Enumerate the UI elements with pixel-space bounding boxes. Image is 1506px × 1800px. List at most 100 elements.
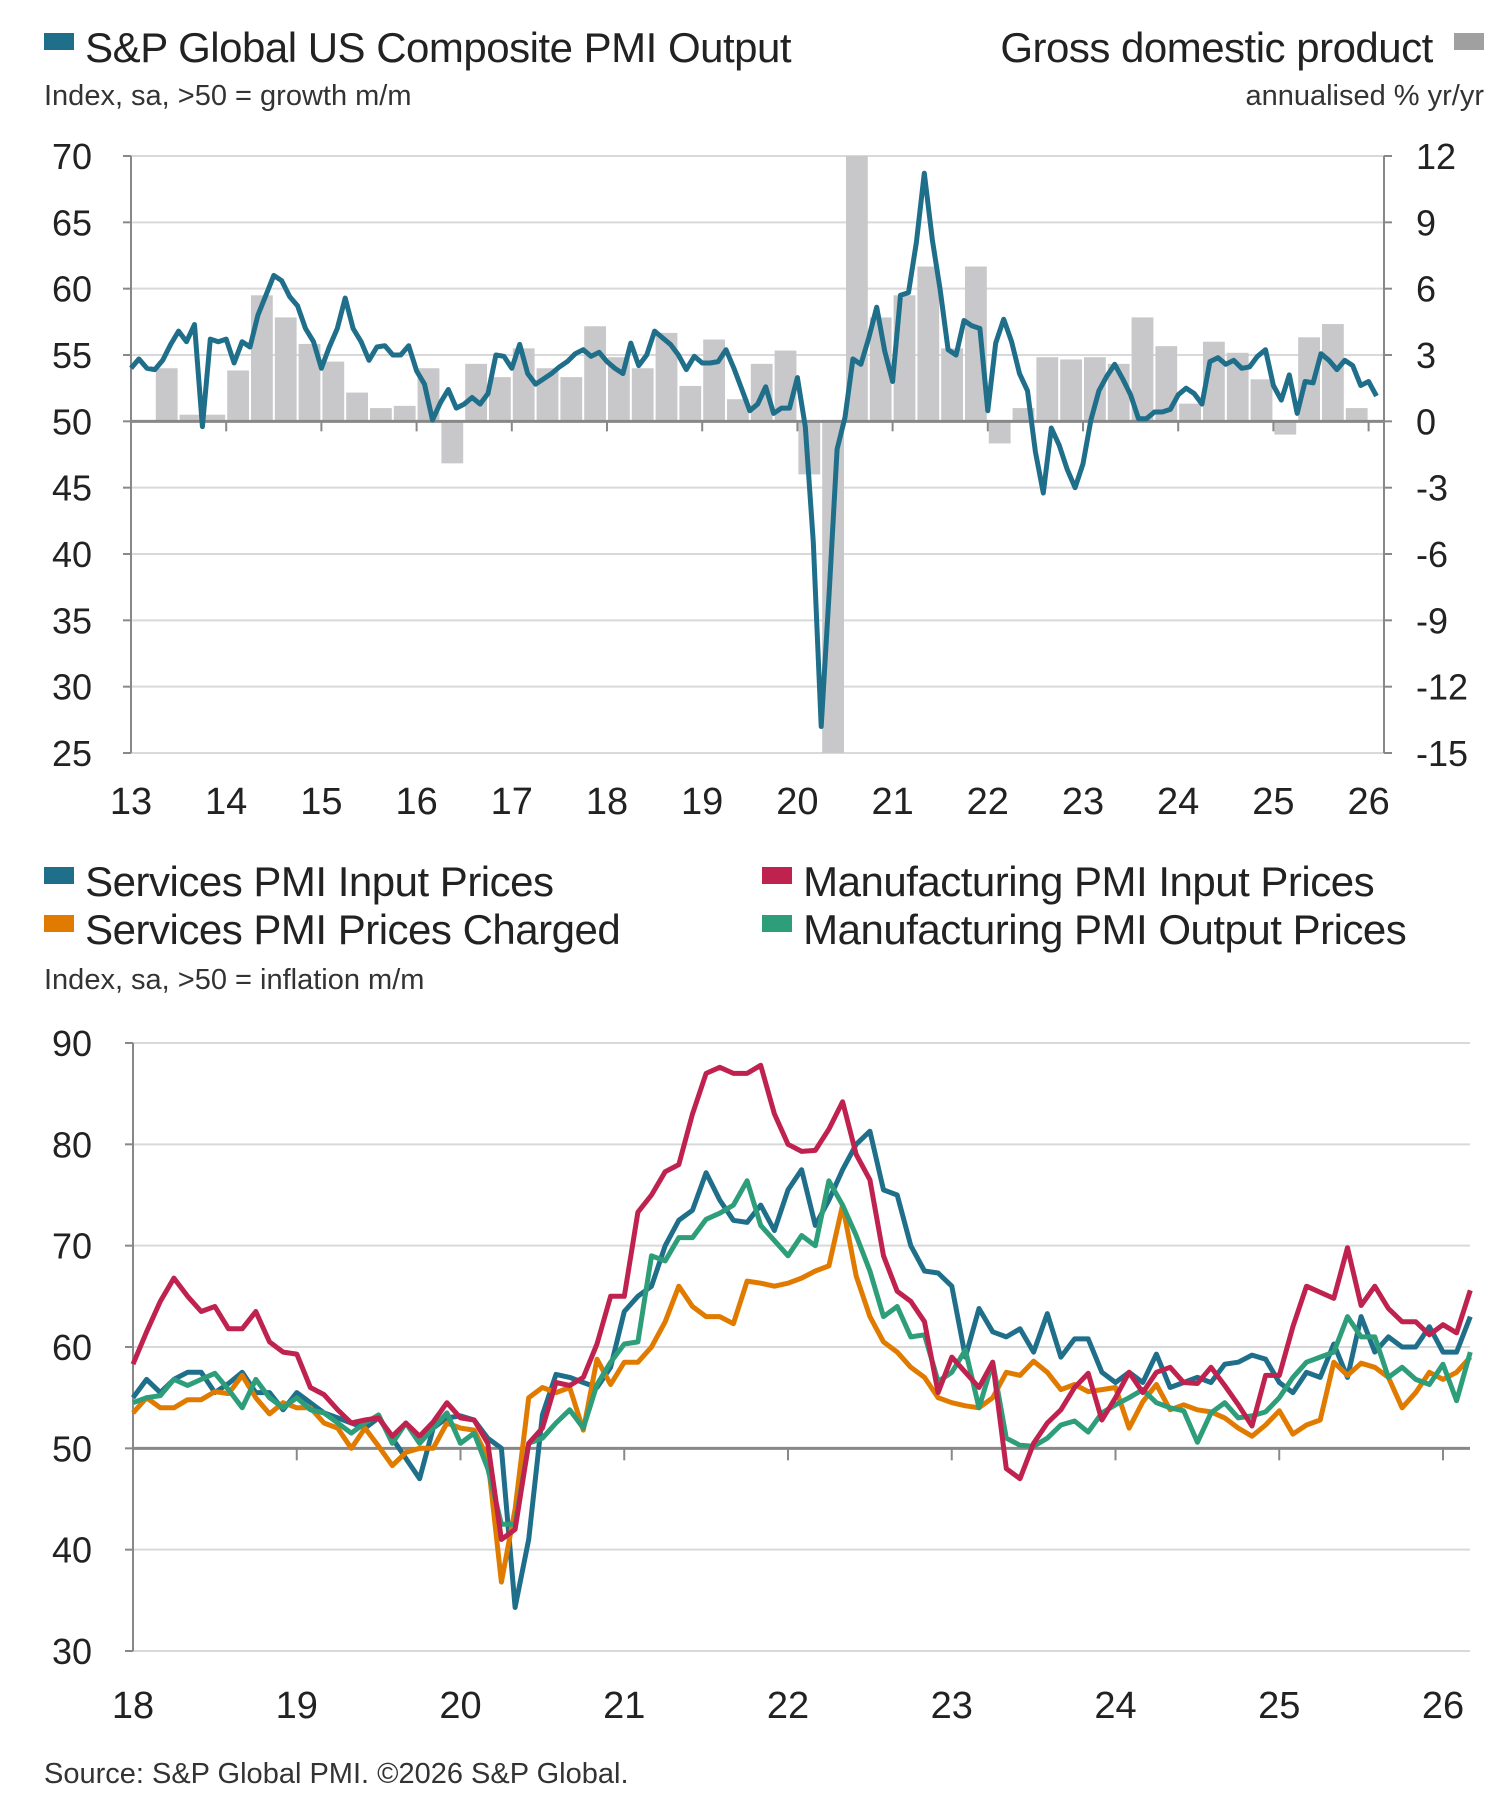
gdp-bar bbox=[822, 421, 844, 753]
legend-swatch bbox=[762, 915, 792, 932]
gdp-bar bbox=[179, 414, 202, 422]
gdp-bar bbox=[941, 348, 963, 422]
legend-item-mfg-input: Manufacturing PMI Input Prices bbox=[762, 858, 1375, 906]
x-tick-label: 20 bbox=[776, 781, 818, 823]
gdp-bar bbox=[203, 414, 226, 422]
gdp-bar bbox=[322, 361, 345, 422]
legend-swatch bbox=[44, 867, 74, 884]
x-tick-label: 18 bbox=[112, 1685, 154, 1727]
legend-item-services-charged: Services PMI Prices Charged bbox=[44, 906, 621, 954]
legend-item-services-input: Services PMI Input Prices bbox=[44, 858, 554, 906]
legend-label: Services PMI Input Prices bbox=[85, 858, 554, 905]
y-tick-label: 30 bbox=[52, 1631, 92, 1672]
x-tick-label: 26 bbox=[1347, 781, 1389, 823]
gdp-bar bbox=[155, 368, 178, 422]
gdp-bar bbox=[679, 385, 702, 422]
gdp-bar bbox=[631, 368, 654, 422]
left-axis-subtitle: Index, sa, >50 = growth m/m bbox=[44, 80, 412, 112]
x-tick-label: 19 bbox=[276, 1685, 318, 1727]
gdp-bar bbox=[869, 317, 892, 422]
x-tick-label: 18 bbox=[586, 781, 628, 823]
x-tick-label: 24 bbox=[1157, 781, 1199, 823]
gdp-bar bbox=[1274, 421, 1297, 435]
gdp-bar bbox=[1250, 379, 1273, 422]
y-left-tick-label: 65 bbox=[52, 202, 92, 243]
gdp-bar bbox=[988, 421, 1011, 444]
gdp-bar bbox=[274, 317, 297, 422]
y-left-tick-label: 30 bbox=[52, 667, 92, 708]
legend-label: S&P Global US Composite PMI Output bbox=[85, 24, 792, 71]
legend-swatch bbox=[1454, 33, 1484, 50]
gdp-bar bbox=[1084, 357, 1106, 422]
gdp-bar bbox=[1060, 359, 1082, 422]
gdp-bar bbox=[1131, 317, 1154, 422]
x-tick-label: 19 bbox=[681, 781, 723, 823]
y-right-tick-label: -6 bbox=[1416, 534, 1448, 575]
y-right-tick-label: -12 bbox=[1416, 667, 1468, 708]
source-note: Source: S&P Global PMI. ©2026 S&P Global… bbox=[44, 1758, 629, 1790]
x-tick-label: 20 bbox=[439, 1685, 481, 1727]
y-tick-label: 90 bbox=[52, 1023, 92, 1064]
x-tick-label: 23 bbox=[1062, 781, 1104, 823]
y-left-tick-label: 70 bbox=[52, 136, 92, 177]
gdp-bar bbox=[441, 421, 464, 464]
gdp-bar bbox=[346, 392, 368, 422]
gdp-bar bbox=[1322, 324, 1344, 422]
y-left-tick-label: 45 bbox=[52, 468, 92, 509]
x-tick-label: 25 bbox=[1252, 781, 1294, 823]
gdp-bar bbox=[655, 332, 678, 422]
composite-pmi-line bbox=[129, 170, 1379, 729]
y-left-tick-label: 55 bbox=[52, 335, 92, 376]
legend-item-mfg-output: Manufacturing PMI Output Prices bbox=[762, 906, 1407, 954]
gdp-bar bbox=[1036, 357, 1059, 422]
y-tick-label: 80 bbox=[52, 1124, 92, 1165]
y-right-tick-label: 0 bbox=[1416, 401, 1436, 442]
x-tick-label: 23 bbox=[931, 1685, 973, 1727]
gdp-bar bbox=[393, 405, 416, 422]
manufacturing-pmi-output-prices-line bbox=[132, 1178, 1473, 1527]
legend-label: Manufacturing PMI Output Prices bbox=[803, 906, 1407, 953]
x-tick-label: 21 bbox=[871, 781, 913, 823]
legend-swatch bbox=[762, 867, 792, 884]
x-tick-label: 24 bbox=[1094, 1685, 1136, 1727]
services-pmi-input-prices-line bbox=[130, 1128, 1473, 1610]
y-left-tick-label: 40 bbox=[52, 534, 92, 575]
x-tick-label: 22 bbox=[767, 1685, 809, 1727]
legend-swatch bbox=[44, 33, 74, 50]
bottom-axis-subtitle: Index, sa, >50 = inflation m/m bbox=[44, 964, 425, 996]
y-right-tick-label: 9 bbox=[1416, 202, 1436, 243]
gdp-bar bbox=[489, 377, 511, 422]
gdp-bar bbox=[370, 408, 392, 422]
x-tick-label: 21 bbox=[603, 1685, 645, 1727]
gdp-bar bbox=[251, 295, 273, 422]
legend-label: Services PMI Prices Charged bbox=[85, 906, 621, 953]
manufacturing-pmi-input-prices-line bbox=[130, 1062, 1473, 1542]
y-tick-label: 40 bbox=[52, 1530, 92, 1571]
x-tick-label: 25 bbox=[1258, 1685, 1300, 1727]
gdp-bar bbox=[560, 377, 583, 422]
gdp-bar bbox=[584, 326, 606, 422]
gdp-bar bbox=[917, 266, 940, 422]
right-axis-subtitle: annualised % yr/yr bbox=[1245, 80, 1484, 112]
gdp-bar bbox=[965, 266, 987, 422]
legend-label: Gross domestic product bbox=[1000, 24, 1433, 71]
y-right-tick-label: -15 bbox=[1416, 733, 1468, 774]
gdp-bar bbox=[1298, 337, 1320, 422]
y-left-tick-label: 35 bbox=[52, 600, 92, 641]
x-tick-label: 16 bbox=[395, 781, 437, 823]
legend-item-gdp: Gross domestic product bbox=[1000, 24, 1484, 72]
legend-item-composite-pmi: S&P Global US Composite PMI Output bbox=[44, 24, 792, 72]
y-right-tick-label: 6 bbox=[1416, 269, 1436, 310]
y-left-tick-label: 25 bbox=[52, 733, 92, 774]
y-left-tick-label: 60 bbox=[52, 269, 92, 310]
x-tick-label: 22 bbox=[967, 781, 1009, 823]
y-tick-label: 50 bbox=[52, 1428, 92, 1469]
gdp-bar bbox=[465, 363, 487, 422]
y-left-tick-label: 50 bbox=[52, 401, 92, 442]
y-right-tick-label: -9 bbox=[1416, 600, 1448, 641]
gdp-bar bbox=[1345, 408, 1368, 422]
x-tick-label: 26 bbox=[1422, 1685, 1464, 1727]
gdp-bar bbox=[227, 370, 249, 422]
y-right-tick-label: -3 bbox=[1416, 468, 1448, 509]
